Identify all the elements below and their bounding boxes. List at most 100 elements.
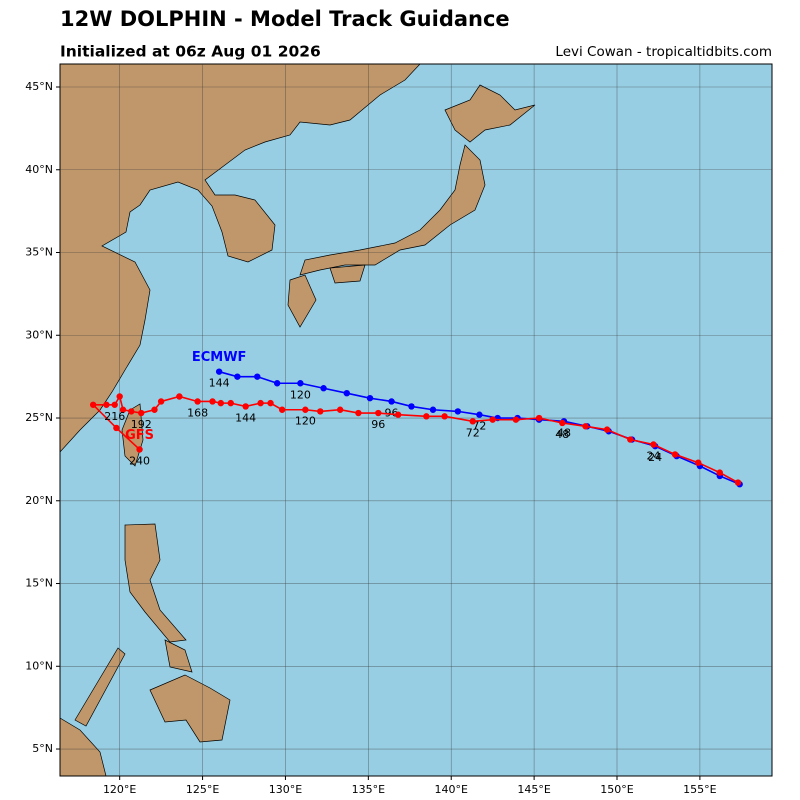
track-point (423, 413, 430, 420)
hour-label: 48 (557, 426, 571, 439)
track-point (103, 401, 110, 408)
track-point (116, 393, 123, 400)
track-point (209, 398, 216, 405)
y-tick-label: 40°N (25, 163, 53, 176)
y-tick-label: 45°N (25, 80, 53, 93)
y-tick-label: 5°N (32, 742, 53, 755)
track-point (128, 408, 135, 415)
track-point (227, 399, 234, 407)
track-point (320, 385, 327, 392)
track-point (138, 409, 145, 417)
y-tick-label: 30°N (25, 328, 53, 341)
subtitle: Initialized at 06z Aug 01 2026 (60, 43, 321, 61)
y-tick-label: 10°N (25, 659, 53, 672)
land (149, 674, 231, 743)
y-tick-label: 15°N (25, 577, 53, 590)
x-tick-label: 155°E (683, 783, 716, 796)
model-label: ECMWF (192, 350, 247, 365)
track-point (242, 403, 249, 410)
track-point (375, 409, 382, 417)
hour-label: 120 (290, 388, 311, 401)
x-tick-label: 125°E (186, 783, 219, 796)
track-point (297, 380, 304, 387)
map-frame (59, 63, 773, 777)
hour-label: 168 (187, 406, 208, 419)
track-point (215, 368, 223, 375)
model-label: GFS (125, 428, 154, 443)
track-point (267, 399, 274, 407)
track-point (157, 398, 165, 405)
track-point (89, 401, 97, 408)
x-tick-label: 140°E (435, 783, 468, 796)
hour-label: 192 (131, 418, 152, 431)
track-point (355, 409, 362, 417)
track-point (217, 399, 225, 407)
track-point (476, 411, 483, 418)
track-point (151, 406, 158, 413)
track-point (650, 441, 657, 448)
track-point (671, 451, 679, 458)
track-point (512, 416, 520, 423)
track-point (234, 373, 241, 380)
track-point (535, 414, 543, 422)
land (124, 523, 187, 643)
hour-label: 48 (555, 428, 569, 441)
track-point (111, 401, 118, 408)
x-tick-label: 120°E (103, 783, 136, 796)
track-point (627, 436, 634, 443)
hour-label: 96 (385, 406, 399, 419)
land (60, 64, 421, 453)
track-layer: 24487296120144ECMWF244872961201441681922… (60, 64, 772, 776)
land (287, 274, 317, 328)
track-point (366, 394, 374, 402)
land (329, 264, 366, 284)
track-point (695, 459, 702, 466)
track-point (317, 408, 324, 415)
track-point (469, 418, 476, 425)
land (60, 717, 107, 776)
track-point (734, 479, 742, 486)
hour-label: 72 (472, 420, 486, 433)
track-point (454, 408, 462, 415)
hour-label: 120 (295, 415, 316, 428)
track-point (273, 380, 281, 387)
x-tick-label: 135°E (352, 783, 385, 796)
track-point (603, 426, 611, 433)
track-point (429, 406, 437, 413)
track-point (257, 399, 264, 407)
track-point (394, 411, 402, 418)
basemap (60, 64, 772, 776)
title: 12W DOLPHIN - Model Track Guidance (60, 7, 510, 31)
hour-label: 24 (648, 451, 662, 464)
track-point (278, 406, 286, 413)
track-point (254, 373, 261, 380)
credit: Levi Cowan - tropicaltidbits.com (555, 44, 772, 60)
track-point (716, 469, 723, 476)
track-point (441, 413, 448, 420)
land (299, 144, 486, 276)
land (74, 647, 126, 727)
x-tick-label: 145°E (517, 783, 550, 796)
x-tick-label: 150°E (600, 783, 633, 796)
hour-label: 216 (104, 410, 125, 423)
x-tick-label: 130°E (269, 783, 302, 796)
track-point (113, 424, 120, 432)
track-point (388, 398, 395, 405)
track-point (336, 406, 344, 413)
y-tick-label: 25°N (25, 411, 53, 424)
land (444, 84, 536, 143)
track-point (343, 389, 350, 397)
hour-label: 240 (129, 454, 150, 467)
hour-label: 144 (235, 411, 256, 424)
track-point (582, 423, 589, 430)
y-tick-label: 35°N (25, 246, 53, 259)
track-point (176, 393, 183, 400)
land (164, 639, 193, 673)
track-point (302, 406, 309, 413)
hour-label: 72 (466, 426, 480, 439)
track-point (408, 403, 415, 410)
track-point (559, 419, 566, 427)
hour-label: 24 (646, 449, 660, 462)
hour-label: 144 (209, 377, 230, 390)
